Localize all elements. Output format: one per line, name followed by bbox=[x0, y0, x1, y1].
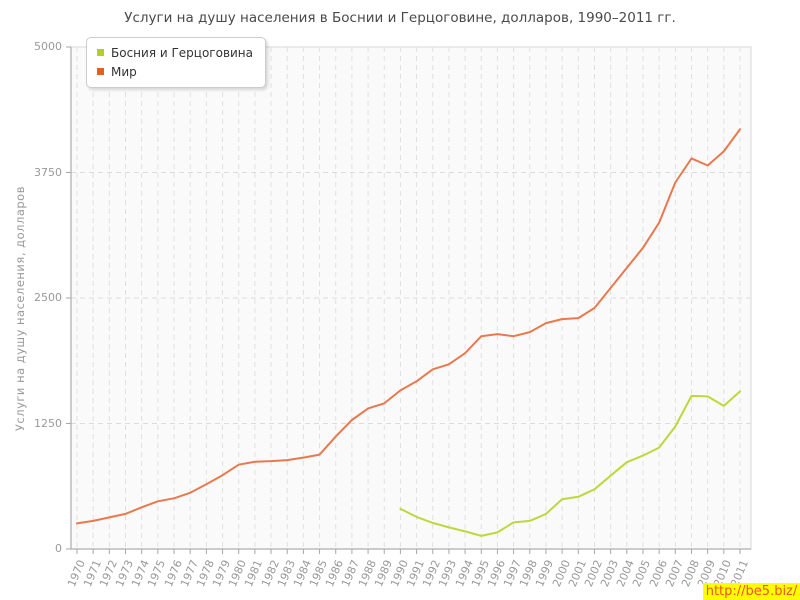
legend-label-bosnia: Босния и Герцоговина bbox=[111, 45, 254, 60]
y-tick-label: 1250 bbox=[34, 416, 62, 430]
axes bbox=[66, 46, 751, 554]
y-tick-label: 2500 bbox=[34, 291, 62, 304]
series-line-world bbox=[76, 128, 741, 525]
series-lines bbox=[76, 128, 741, 537]
legend-item-world: Мир bbox=[97, 62, 253, 81]
legend-item-bosnia: Босния и Герцоговина bbox=[97, 43, 253, 62]
legend-swatch-bosnia bbox=[97, 49, 104, 56]
y-tick-label: 0 bbox=[55, 542, 62, 555]
chart-title: Услуги на душу населения в Боснии и Герц… bbox=[124, 10, 676, 26]
legend: Босния и Герцоговина Мир bbox=[86, 37, 267, 88]
legend-label-world: Мир bbox=[111, 64, 137, 79]
legend-swatch-world bbox=[97, 68, 104, 75]
y-tick-label: 3750 bbox=[34, 165, 62, 179]
y-tick-label: 5000 bbox=[34, 40, 62, 53]
series-line-bosnia bbox=[399, 390, 741, 537]
watermark-link[interactable]: http://be5.biz/ bbox=[703, 583, 800, 600]
gridlines bbox=[71, 47, 751, 549]
